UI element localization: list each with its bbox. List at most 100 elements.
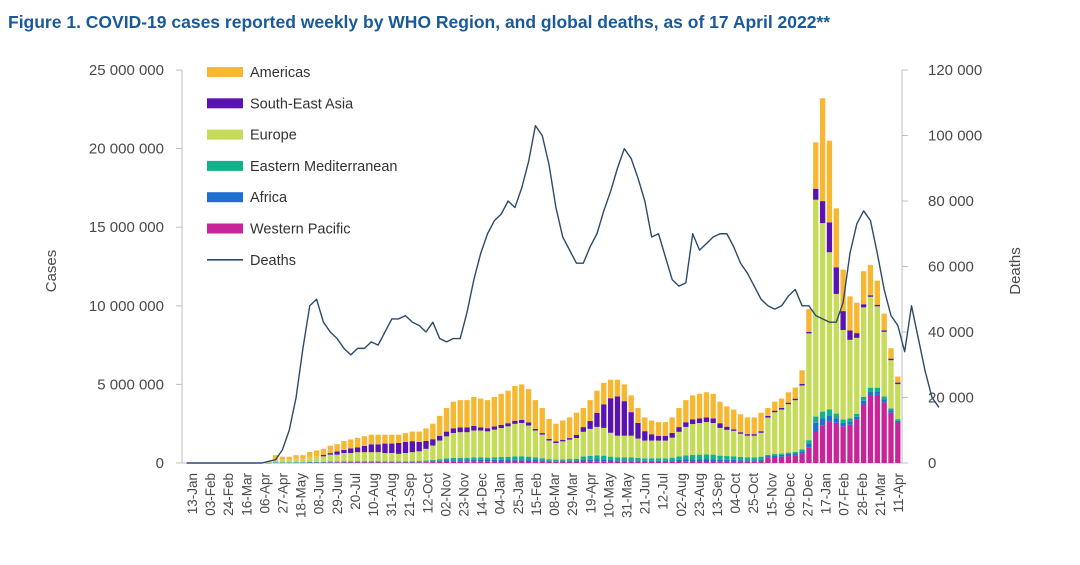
bar-europe xyxy=(464,432,470,458)
bar-western-pacific xyxy=(765,457,771,463)
bar-europe xyxy=(327,454,333,462)
bar-south-east-asia xyxy=(498,424,504,428)
bar-europe xyxy=(758,432,764,457)
bar-south-east-asia xyxy=(806,331,812,334)
bar-eastern-mediterranean xyxy=(799,449,805,452)
bar-eastern-mediterranean xyxy=(457,457,463,461)
bar-south-east-asia xyxy=(395,442,402,454)
bar-eastern-mediterranean xyxy=(560,459,566,461)
bar-south-east-asia xyxy=(539,433,545,435)
bar-europe xyxy=(676,431,682,457)
bar-south-east-asia xyxy=(361,445,368,453)
bar-western-pacific xyxy=(573,461,580,463)
bar-eastern-mediterranean xyxy=(409,461,415,462)
bar-south-east-asia xyxy=(724,426,730,430)
bar-south-east-asia xyxy=(430,439,436,446)
bar-western-pacific xyxy=(860,404,867,463)
bar-europe xyxy=(375,452,381,462)
bar-western-pacific xyxy=(799,453,805,463)
bar-western-pacific xyxy=(450,461,457,463)
bar-south-east-asia xyxy=(409,441,415,453)
bar-europe xyxy=(888,360,894,409)
bar-south-east-asia xyxy=(655,435,662,441)
bar-europe xyxy=(860,307,867,397)
deaths-line xyxy=(186,124,940,464)
bar-eastern-mediterranean xyxy=(368,461,374,462)
x-tick-label: 08-Jun xyxy=(312,473,327,514)
bar-south-east-asia xyxy=(744,434,751,436)
bar-europe xyxy=(286,459,292,463)
bar-americas xyxy=(621,384,627,402)
bar-south-east-asia xyxy=(505,423,511,427)
bar-south-east-asia xyxy=(703,417,710,423)
bar-africa xyxy=(690,459,696,462)
bar-americas xyxy=(778,398,785,408)
bar-europe xyxy=(423,448,429,461)
bar-europe xyxy=(765,417,771,455)
bar-eastern-mediterranean xyxy=(389,461,395,463)
bar-south-east-asia xyxy=(382,443,388,453)
bar-americas xyxy=(566,417,573,439)
y-tick-label: 20 000 000 xyxy=(89,141,164,158)
bar-eastern-mediterranean xyxy=(840,419,846,423)
bar-americas xyxy=(690,395,696,420)
bar-americas xyxy=(895,376,901,383)
bar-africa xyxy=(437,460,443,462)
bar-south-east-asia xyxy=(614,396,621,436)
bar-americas xyxy=(826,140,833,223)
bar-western-pacific xyxy=(655,461,662,463)
bar-western-pacific xyxy=(341,462,347,463)
bar-europe xyxy=(737,433,744,457)
x-tick-label: 14-Dec xyxy=(475,473,490,517)
bar-africa xyxy=(867,391,874,396)
bar-africa xyxy=(560,460,566,462)
bar-south-east-asia xyxy=(560,439,566,442)
bar-western-pacific xyxy=(389,462,395,463)
bar-western-pacific xyxy=(696,461,703,463)
bar-americas xyxy=(628,395,634,413)
x-tick-label: 25-Jan xyxy=(511,473,526,514)
bar-americas xyxy=(361,436,368,446)
legend-label: Africa xyxy=(250,190,288,206)
bar-americas xyxy=(580,407,586,428)
bar-americas xyxy=(498,393,504,425)
bar-africa xyxy=(703,459,710,462)
bar-americas xyxy=(847,296,853,331)
bar-western-pacific xyxy=(867,395,874,463)
bar-europe xyxy=(266,462,272,463)
bar-western-pacific xyxy=(368,462,374,463)
bar-south-east-asia xyxy=(327,453,333,455)
bar-eastern-mediterranean xyxy=(539,458,545,461)
bar-africa xyxy=(874,391,880,395)
bar-europe xyxy=(683,426,689,456)
bar-europe xyxy=(785,404,792,453)
bar-americas xyxy=(772,401,778,411)
bar-europe xyxy=(895,384,901,420)
bar-europe xyxy=(778,409,785,454)
bar-africa xyxy=(819,418,826,426)
y2-tick-label: 60 000 xyxy=(928,259,974,276)
legend-swatch-africa xyxy=(207,192,243,203)
bar-africa xyxy=(724,459,730,462)
bar-americas xyxy=(683,400,689,423)
bar-europe xyxy=(402,453,409,462)
bar-americas xyxy=(300,455,306,459)
bar-western-pacific xyxy=(539,461,545,463)
legend-label: Eastern Mediterranean xyxy=(250,159,398,175)
bar-south-east-asia xyxy=(491,426,498,430)
bar-western-pacific xyxy=(430,462,436,463)
bar-eastern-mediterranean xyxy=(484,457,491,461)
bar-eastern-mediterranean xyxy=(860,396,867,401)
bar-americas xyxy=(375,434,381,445)
bar-europe xyxy=(389,453,395,462)
bar-south-east-asia xyxy=(621,401,627,436)
bar-americas xyxy=(478,398,484,428)
bar-africa xyxy=(881,399,887,403)
bar-africa xyxy=(614,460,621,462)
y-axis-title: Cases xyxy=(43,250,60,293)
bar-eastern-mediterranean xyxy=(628,457,634,461)
bar-africa xyxy=(519,459,525,461)
bar-eastern-mediterranean xyxy=(785,452,792,454)
bar-south-east-asia xyxy=(826,222,833,253)
bar-eastern-mediterranean xyxy=(354,461,361,462)
